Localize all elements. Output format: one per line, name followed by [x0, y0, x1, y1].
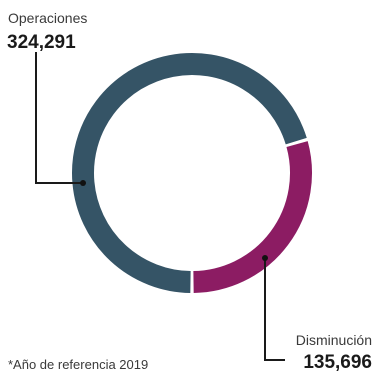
- donut-slices: [72, 53, 312, 293]
- leader-dot-disminucion: [262, 255, 268, 261]
- slice-disminucion: [193, 141, 312, 293]
- label-operaciones: Operaciones: [8, 10, 87, 26]
- leader-line-operaciones: [35, 52, 83, 184]
- slice-operaciones: [72, 53, 307, 293]
- leader-line-disminucion: [264, 258, 285, 361]
- leader-dot-operaciones: [80, 180, 86, 186]
- footnote: *Año de referencia 2019: [8, 357, 148, 372]
- value-disminucion: 135,696: [303, 352, 372, 373]
- label-disminucion: Disminución: [296, 332, 372, 348]
- value-operaciones: 324,291: [7, 32, 76, 53]
